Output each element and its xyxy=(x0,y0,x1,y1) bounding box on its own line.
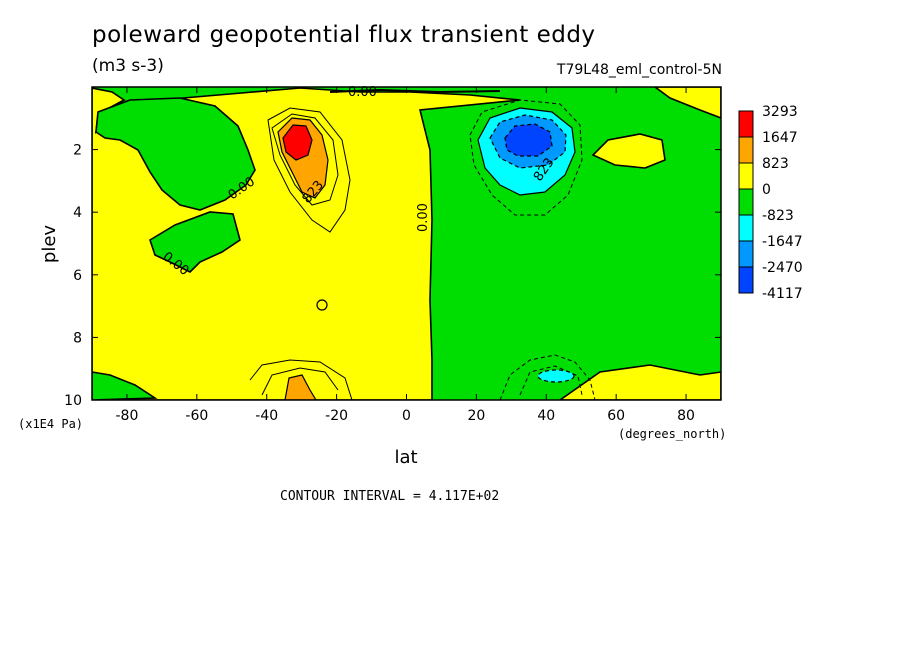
negative-core-darkblue xyxy=(504,123,553,157)
legend-swatch xyxy=(738,266,754,294)
y-axis-units: (x1E4 Pa) xyxy=(18,417,83,431)
contour-line-negative-1 xyxy=(469,99,583,216)
positive-blob-nh xyxy=(591,133,666,169)
contour-field xyxy=(92,87,721,400)
positive-core-red xyxy=(282,124,313,161)
x-tick-label: 40 xyxy=(537,408,555,424)
contour-line-negative-2 xyxy=(499,354,596,400)
x-tick-label: 20 xyxy=(467,408,485,424)
negative-dot-bottom xyxy=(537,369,575,383)
y-tick-label: 6 xyxy=(73,268,82,284)
positive-corner-nh-top xyxy=(653,87,721,119)
x-tick-label: -80 xyxy=(116,408,139,424)
legend-swatch xyxy=(738,214,754,242)
contour-labels: 0.00 0.00 0.00 0.00 823 823 xyxy=(160,85,558,279)
y-tick-label: 4 xyxy=(73,205,82,221)
experiment-label: T79L48_eml_control-5N xyxy=(556,62,722,78)
legend-level-label: -1647 xyxy=(762,234,803,250)
chart-units: (m3 s-3) xyxy=(92,56,164,76)
x-tick-label: -20 xyxy=(325,408,348,424)
x-axis-ticks: -80 -60 -40 -20 0 20 40 60 80 xyxy=(116,87,695,424)
legend-swatch xyxy=(738,136,754,164)
x-tick-label: -60 xyxy=(185,408,208,424)
contour-line-positive-bottom-2 xyxy=(261,367,339,396)
legend-swatch xyxy=(738,240,754,268)
contour-line-positive-bottom xyxy=(249,359,353,400)
legend-level-label: 0 xyxy=(762,182,771,198)
positive-core-bottom xyxy=(284,374,317,400)
contour-line-top xyxy=(329,88,501,94)
x-axis-units: (degrees_north) xyxy=(618,427,726,441)
contour-label-top: 0.00 xyxy=(348,85,377,100)
legend-level-label: -2470 xyxy=(762,260,803,276)
contour-interval: CONTOUR INTERVAL = 4.117E+02 xyxy=(280,489,500,504)
positive-dot xyxy=(316,299,328,311)
y-tick-label: 2 xyxy=(73,143,82,159)
y-tick-label: 8 xyxy=(73,330,82,346)
negative-blob-sh-mid xyxy=(149,211,241,273)
x-axis-label: lat xyxy=(394,447,417,468)
y-tick-label: 10 xyxy=(64,393,82,409)
negative-strip-sh-bottom xyxy=(92,371,158,400)
contour-line-positive-1 xyxy=(267,107,351,233)
legend-level-label: 823 xyxy=(762,156,789,172)
legend-level-label: 1647 xyxy=(762,130,798,146)
chart-title: poleward geopotential flux transient edd… xyxy=(92,22,596,48)
positive-strip-nh-bottom xyxy=(558,364,721,400)
x-tick-label: 0 xyxy=(402,408,411,424)
legend-level-label: -4117 xyxy=(762,286,803,302)
x-tick-label: 80 xyxy=(677,408,695,424)
legend-swatch xyxy=(738,188,754,216)
contour-label-equator: 0.00 xyxy=(416,203,431,232)
negative-blob-sh-upper xyxy=(95,97,256,211)
legend-swatch xyxy=(738,110,754,138)
legend-level-label: 3293 xyxy=(762,104,798,120)
legend-level-label: -823 xyxy=(762,208,794,224)
y-axis-ticks: 2 4 6 8 10 xyxy=(64,143,721,409)
x-tick-label: -40 xyxy=(255,408,278,424)
x-tick-label: 60 xyxy=(607,408,625,424)
contour-line-positive-2 xyxy=(271,113,339,206)
contour-line-negative-3 xyxy=(519,365,583,396)
color-legend: 3293 1647 823 0 -823 -1647 -2470 -4117 xyxy=(738,104,803,302)
y-axis-label: plev xyxy=(39,225,60,264)
legend-swatch xyxy=(738,162,754,190)
